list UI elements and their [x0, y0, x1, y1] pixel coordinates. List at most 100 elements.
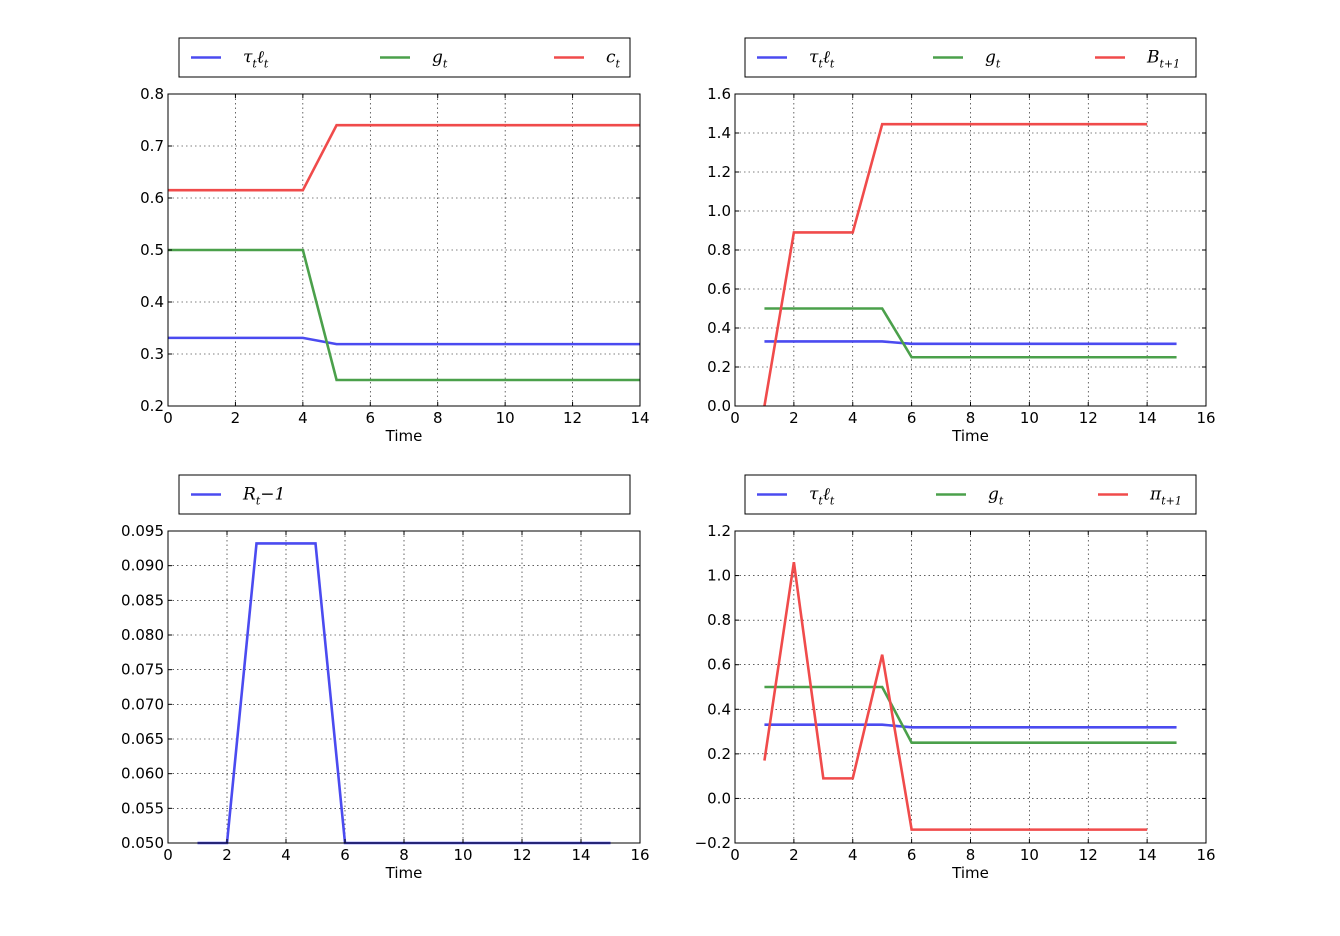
series-line-1 — [764, 340, 1177, 346]
y-tick-label: 0.2 — [707, 358, 731, 376]
x-tick-label: 0 — [163, 846, 173, 864]
legend-label: gt — [988, 485, 1004, 508]
x-tick-label: 10 — [1020, 846, 1039, 864]
x-tick-label: 12 — [563, 409, 582, 427]
x-tick-label: 10 — [496, 409, 515, 427]
y-tick-label: 0.080 — [121, 626, 164, 644]
x-tick-label: 12 — [1079, 846, 1098, 864]
series-line-1 — [764, 723, 1177, 729]
legend: Rt−1 — [178, 474, 631, 515]
legend-label: Rt−1 — [242, 485, 285, 508]
y-tick-label: 0.2 — [140, 397, 164, 415]
legend: τtℓt gt πt+1 — [744, 474, 1197, 515]
x-axis-label: Time — [951, 427, 989, 445]
legend: τtℓt gt Bt+1 — [744, 37, 1197, 78]
x-tick-label: 0 — [730, 409, 740, 427]
y-tick-label: 0.4 — [707, 319, 731, 337]
x-tick-label: 0 — [730, 846, 740, 864]
y-tick-label: 0.5 — [140, 241, 164, 259]
y-tick-label: 0.2 — [707, 745, 731, 763]
series-line-3 — [763, 562, 1148, 831]
legend-label: τtℓt — [809, 485, 835, 508]
y-tick-label: 1.4 — [707, 124, 731, 142]
y-tick-label: 0.7 — [140, 137, 164, 155]
y-tick-label: 1.2 — [707, 522, 731, 540]
x-axis-label: Time — [385, 427, 423, 445]
y-tick-label: 0.070 — [121, 695, 164, 713]
series-line-2 — [168, 248, 640, 382]
y-tick-label: 0.095 — [121, 522, 164, 540]
y-tick-label: 1.2 — [707, 163, 731, 181]
x-tick-label: 16 — [1196, 409, 1215, 427]
legend-box — [178, 474, 631, 515]
chart-panel-2: 0 2 4 6 8 10 12 14 16 0.0 0.2 0.4 0.6 0.8 1.0 1.2 1.4 1.6… — [707, 37, 1216, 445]
y-tick-label: 0.065 — [121, 730, 164, 748]
y-tick-label: 1.0 — [707, 202, 731, 220]
y-tick-label: 0.8 — [707, 611, 731, 629]
legend-label: gt — [432, 48, 448, 71]
chart-panel-1: 0 2 4 6 8 10 12 14 0.2 0.3 0.4 0.5 0.6 0.7 0.8 Time τtℓt… — [140, 37, 650, 445]
x-tick-label: 6 — [907, 409, 917, 427]
x-tick-label: 12 — [512, 846, 531, 864]
chart-panel-4: 0 2 4 6 8 10 12 14 16 −0.2 0.0 0.2 0.4 0.6 0.8 1.0 1.2 Ti… — [695, 474, 1216, 882]
x-tick-label: 14 — [571, 846, 590, 864]
legend: τtℓt gt ct — [178, 37, 631, 78]
plot-frame — [167, 530, 641, 844]
y-tick-label: 0.0 — [707, 397, 731, 415]
y-tick-label: 1.0 — [707, 567, 731, 585]
x-tick-label: 4 — [848, 409, 858, 427]
x-tick-label: 16 — [1196, 846, 1215, 864]
x-tick-label: 14 — [630, 409, 649, 427]
y-tick-label: 0.6 — [707, 656, 731, 674]
x-tick-label: 4 — [281, 846, 291, 864]
x-tick-label: 0 — [163, 409, 173, 427]
chart-panel-3: 0 2 4 6 8 10 12 14 16 0.050 0.055 0.060 0.065 0.070 0.… — [121, 474, 650, 882]
y-tick-label: 1.6 — [707, 85, 731, 103]
legend-label: gt — [985, 48, 1001, 71]
y-tick-label: 0.085 — [121, 591, 164, 609]
y-tick-label: 0.060 — [121, 765, 164, 783]
y-tick-label: 0.075 — [121, 661, 164, 679]
series-line-1 — [168, 336, 640, 346]
y-tick-label: 0.4 — [140, 293, 164, 311]
y-tick-label: 0.6 — [707, 280, 731, 298]
x-tick-label: 8 — [433, 409, 443, 427]
series-line-3 — [763, 122, 1148, 407]
y-tick-label: 0.8 — [140, 85, 164, 103]
x-tick-label: 10 — [453, 846, 472, 864]
x-axis-label: Time — [951, 864, 989, 882]
x-tick-label: 2 — [222, 846, 232, 864]
x-tick-label: 10 — [1020, 409, 1039, 427]
x-axis-label: Time — [385, 864, 423, 882]
legend-label: πt+1 — [1149, 485, 1182, 508]
legend-label: τtℓt — [243, 48, 269, 71]
x-tick-label: 2 — [789, 846, 799, 864]
series-line-3 — [168, 123, 640, 192]
x-tick-label: 4 — [848, 846, 858, 864]
x-tick-label: 16 — [630, 846, 649, 864]
x-tick-label: 14 — [1138, 409, 1157, 427]
x-tick-label: 6 — [340, 846, 350, 864]
y-tick-label: 0.055 — [121, 799, 164, 817]
series-line-2 — [764, 307, 1177, 359]
x-tick-label: 4 — [298, 409, 308, 427]
x-tick-label: 8 — [966, 846, 976, 864]
y-tick-label: 0.050 — [121, 834, 164, 852]
x-tick-label: 2 — [789, 409, 799, 427]
x-tick-label: 8 — [966, 409, 976, 427]
x-tick-label: 12 — [1079, 409, 1098, 427]
y-tick-label: 0.4 — [707, 700, 731, 718]
x-tick-label: 8 — [399, 846, 409, 864]
x-tick-label: 6 — [907, 846, 917, 864]
y-tick-label: 0.8 — [707, 241, 731, 259]
x-tick-label: 6 — [366, 409, 376, 427]
y-tick-label: 0.6 — [140, 189, 164, 207]
legend-label: τtℓt — [809, 48, 835, 71]
y-tick-label: 0.0 — [707, 789, 731, 807]
x-tick-label: 2 — [231, 409, 241, 427]
y-tick-label: 0.3 — [140, 345, 164, 363]
legend-label: Bt+1 — [1146, 48, 1180, 71]
y-tick-label: −0.2 — [695, 834, 731, 852]
x-tick-label: 14 — [1138, 846, 1157, 864]
